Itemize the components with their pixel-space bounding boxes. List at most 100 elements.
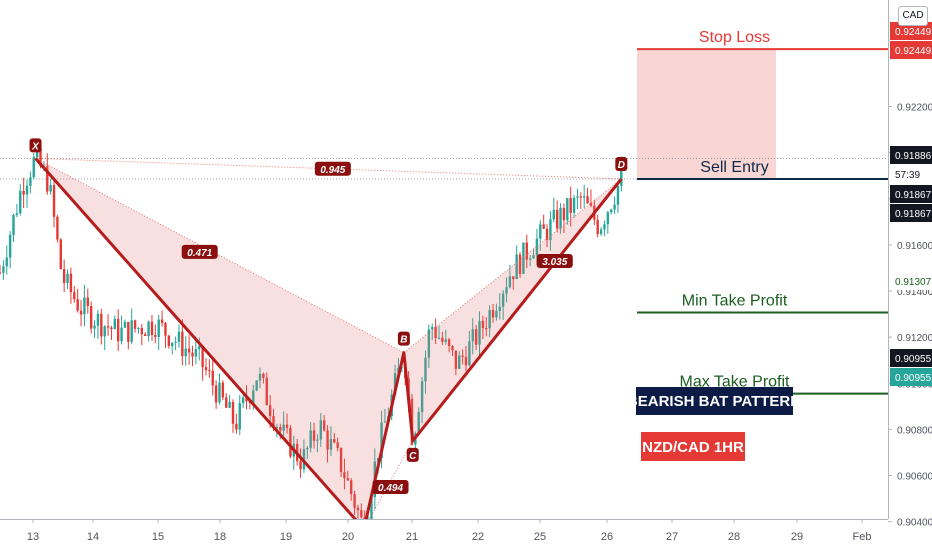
candle-body [539,224,542,239]
candle-body [110,327,113,330]
candle [171,342,174,355]
candle [562,203,566,233]
candle [15,203,19,218]
candle [566,198,569,225]
price-tag-text: 0.90955 [895,354,932,365]
time-axis[interactable] [0,519,888,550]
candle [434,318,437,345]
candle-body [485,328,488,330]
candle [127,321,130,350]
candle [177,324,181,348]
candle [498,293,501,320]
candle-body [76,299,79,311]
candle [89,301,93,334]
candle [312,422,316,449]
candle-body [32,157,35,178]
price-tag: 0.92449 [890,22,932,40]
candle [458,351,461,370]
candle [603,220,606,237]
candle-body [552,209,555,220]
candle-body [599,229,603,234]
candle-body [171,342,174,347]
candle-body [393,373,397,395]
candle [525,234,528,269]
price-tag-box [890,41,932,59]
candle [309,422,312,453]
price-tag-box [890,349,932,367]
price-tag-box [890,368,932,386]
candle [191,345,194,367]
candle [610,208,613,215]
candle-body [208,370,211,372]
candle-body [2,266,5,273]
symbol-badge[interactable]: CAD [898,6,928,26]
candle-body [100,313,103,337]
candle-body [576,196,579,198]
candle-body [22,190,25,195]
price-tag-box [890,204,932,222]
candle [130,308,133,344]
candle-body [86,297,89,307]
candle [532,248,535,259]
candle [167,334,171,349]
candle [262,372,265,384]
candle-body [255,380,258,391]
candle-body [474,329,478,345]
price-tick-label: 0.91200 [897,333,932,344]
candle [542,214,545,229]
candle-body [289,427,292,457]
candle-body [458,355,461,369]
point-label-box [397,331,410,346]
candle [481,315,485,339]
candle [343,458,346,490]
candle [508,264,512,289]
candle-body [522,242,525,274]
candle [339,447,343,477]
candle [333,432,336,444]
candle-body [582,196,586,198]
ratio-label-text: 0.945 [320,165,345,176]
candle [417,407,420,435]
candle-body [559,207,562,229]
price-tag: 0.90955 [890,368,932,386]
candle-body [505,287,508,294]
candle-body [610,209,613,213]
candle [299,448,302,478]
point-label-text: C [409,451,417,462]
candle-body [424,357,427,382]
candle-body [512,276,515,280]
candle [336,437,339,452]
candle-body [437,337,441,339]
candle [103,325,106,351]
candle [96,310,100,339]
price-tick-label: 0.90600 [897,472,932,483]
candle [160,310,164,327]
candle-body [488,310,491,329]
candle-body [518,254,522,274]
price-tag-text: 0.90955 [895,373,932,384]
candle-body [245,397,248,402]
candle [427,324,431,368]
candle [46,153,49,195]
price-tag: 0.91886 [890,146,932,164]
candle-body [258,373,262,381]
bcd-triangle [403,178,622,441]
candle-body [25,185,29,195]
candle [447,337,451,353]
candle [150,315,154,341]
candle-body [194,349,198,357]
candle-body [343,472,346,479]
candle-body [447,339,451,347]
candle-body [312,430,316,441]
candle-body [164,322,167,336]
ratio-label-box [536,254,573,269]
candle [255,380,258,392]
candle [505,277,508,303]
candle-body [130,320,133,342]
price-tag-text: 0.92449 [895,46,932,57]
pattern-name-text: BEARISH BAT PATTERN [627,393,801,410]
time-tick-label: 21 [406,531,418,543]
time-tick-label: 25 [534,531,546,543]
candle [289,424,292,459]
